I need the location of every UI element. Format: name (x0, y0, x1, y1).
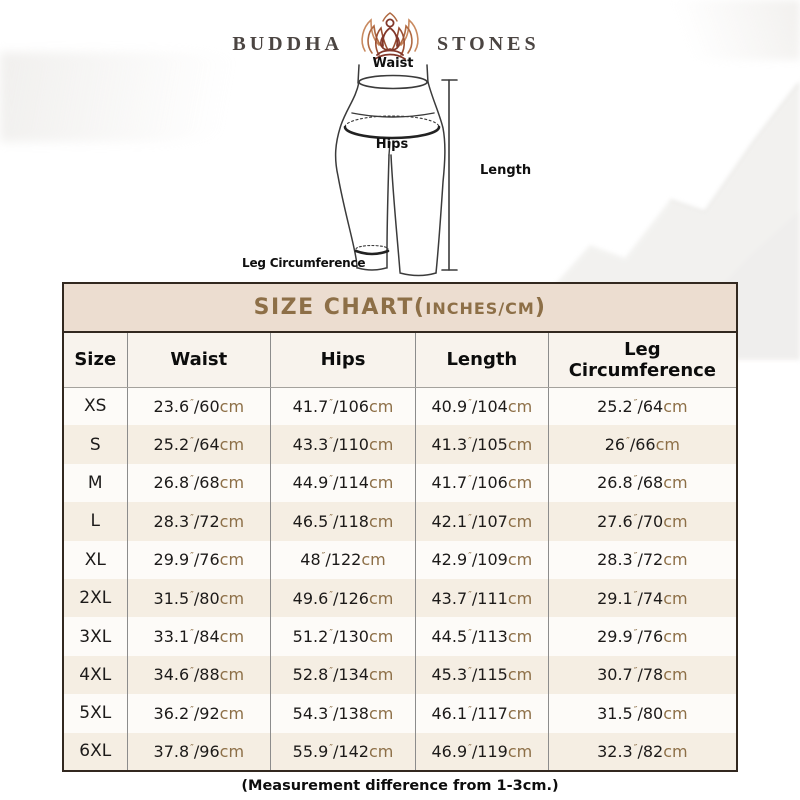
measurement-diagram: Waist Hips Length Leg Circumference (240, 56, 540, 292)
hips-cell: 44.9″/114cm (270, 463, 416, 503)
waist-cell: 25.2″/64cm (126, 425, 271, 464)
size-chart-section: SIZE CHART(INCHES/CM) Size Waist Hips Le… (62, 282, 738, 772)
size-cell: XL (84, 549, 106, 570)
length-cell: 46.1″/117cm (414, 694, 549, 733)
waist-diagram-label: Waist (372, 56, 414, 71)
leg-cell: 30.7″/78cm (547, 655, 737, 695)
length-cell: 45.3″/115cm (414, 655, 549, 695)
brand-word-left: BUDDHA (232, 32, 344, 55)
leg-cell: 31.5″/80cm (547, 694, 737, 733)
length-cell: 46.9″/119cm (414, 732, 549, 771)
title-units: INCHES/CM (425, 299, 535, 318)
waist-cell: 33.1″/84cm (126, 617, 271, 656)
length-cell: 42.9″/109cm (414, 540, 549, 579)
hips-cell: 52.8″/134cm (270, 655, 416, 695)
brand-logo: BUDDHA STONES (0, 10, 772, 66)
length-cell: 41.3″/105cm (414, 425, 549, 464)
hips-diagram-label: Hips (375, 137, 409, 152)
waist-cell: 36.2″/92cm (126, 694, 271, 733)
hips-cell: 41.7″/106cm (270, 387, 416, 426)
waist-cell: 23.6″/60cm (126, 387, 271, 426)
measurement-footnote: (Measurement difference from 1-3cm.) (241, 778, 559, 794)
size-cell: 3XL (79, 626, 112, 647)
size-cell: L (90, 511, 100, 532)
waist-cell: 29.9″/76cm (126, 540, 271, 579)
hips-cell: 46.5″/118cm (270, 502, 416, 541)
size-chart-table: SIZE CHART(INCHES/CM) Size Waist Hips Le… (62, 282, 738, 772)
size-cell: 4XL (79, 664, 112, 685)
leg-cell: 29.9″/76cm (547, 617, 737, 656)
waist-cell: 31.5″/80cm (126, 578, 271, 618)
leg-circumference-diagram-label: Leg Circumference (242, 256, 366, 270)
column-header-hips: Hips (270, 332, 416, 388)
length-cell: 43.7″/111cm (414, 578, 549, 618)
hips-cell: 49.6″/126cm (270, 578, 416, 618)
column-header-size: Size (63, 332, 128, 388)
waist-cell: 34.6″/88cm (126, 655, 271, 695)
size-cell: 6XL (79, 741, 112, 762)
column-header-leg-circumference: Leg Circumference (547, 332, 737, 388)
table-row: S 25.2″/64cm 43.3″/110cm 41.3″/105cm 26″/66c… (63, 425, 737, 464)
lotus-meditation-icon (361, 12, 419, 60)
size-cell: 2XL (79, 588, 112, 609)
leg-cell: 28.3″/72cm (547, 540, 737, 579)
leg-cell: 29.1″/74cm (547, 578, 737, 618)
size-cell: M (87, 472, 103, 493)
table-row: 4XL 34.6″/88cm 52.8″/134cm 45.3″/115cm 30.7″… (63, 655, 737, 695)
length-cell: 41.7″/106cm (414, 463, 549, 503)
size-cell: S (89, 434, 101, 455)
length-diagram-label: Length (480, 163, 532, 178)
length-cell: 42.1″/107cm (414, 502, 549, 541)
leg-cell: 25.2″/64cm (547, 387, 737, 426)
table-row: M 26.8″/68cm 44.9″/114cm 41.7″/106cm 26.8″/6… (63, 463, 737, 503)
size-table-body: XS 23.6″/60cm 41.7″/106cm 40.9″/104cm 25.2″/… (63, 387, 737, 771)
waist-cell: 37.8″/96cm (126, 732, 271, 771)
table-row: 3XL 33.1″/84cm 51.2″/130cm 44.5″/113cm 29.9″… (63, 617, 737, 656)
table-row: 5XL 36.2″/92cm 54.3″/138cm 46.1″/117cm 31.5″… (63, 694, 737, 733)
pants-outline-drawing (334, 64, 458, 277)
hips-cell: 43.3″/110cm (270, 425, 416, 464)
table-row: 6XL 37.8″/96cm 55.9″/142cm 46.9″/119cm 32.3″… (63, 732, 737, 771)
hips-cell: 54.3″/138cm (270, 694, 416, 733)
table-row: 2XL 31.5″/80cm 49.6″/126cm 43.7″/111cm 29.1″… (63, 578, 737, 618)
length-cell: 40.9″/104cm (414, 387, 549, 426)
table-row: L 28.3″/72cm 46.5″/118cm 42.1″/107cm 27.6″/7… (63, 502, 737, 541)
hips-cell: 55.9″/142cm (270, 732, 416, 771)
size-cell: XS (84, 396, 107, 417)
leg-cell: 32.3″/82cm (547, 732, 737, 771)
leg-cell: 26.8″/68cm (547, 463, 737, 503)
brand-word-right: STONES (437, 32, 540, 55)
hips-cell: 51.2″/130cm (270, 617, 416, 656)
hips-cell: 48″/122cm (270, 540, 416, 579)
column-header-length: Length (414, 332, 549, 388)
waist-cell: 28.3″/72cm (126, 502, 271, 541)
waist-cell: 26.8″/68cm (126, 463, 271, 503)
leg-cell: 26″/66cm (547, 425, 737, 464)
length-cell: 44.5″/113cm (414, 617, 549, 656)
column-header-waist: Waist (126, 332, 271, 388)
title-main: SIZE CHART( (253, 295, 426, 320)
size-cell: 5XL (79, 703, 112, 724)
leg-cell: 27.6″/70cm (547, 502, 737, 541)
title-close: ) (534, 295, 547, 320)
table-row: XS 23.6″/60cm 41.7″/106cm 40.9″/104cm 25.2″/… (63, 387, 737, 426)
table-row: XL 29.9″/76cm 48″/122cm 42.9″/109cm 28.3″/72… (63, 540, 737, 579)
size-chart-title: SIZE CHART(INCHES/CM) (63, 283, 737, 333)
